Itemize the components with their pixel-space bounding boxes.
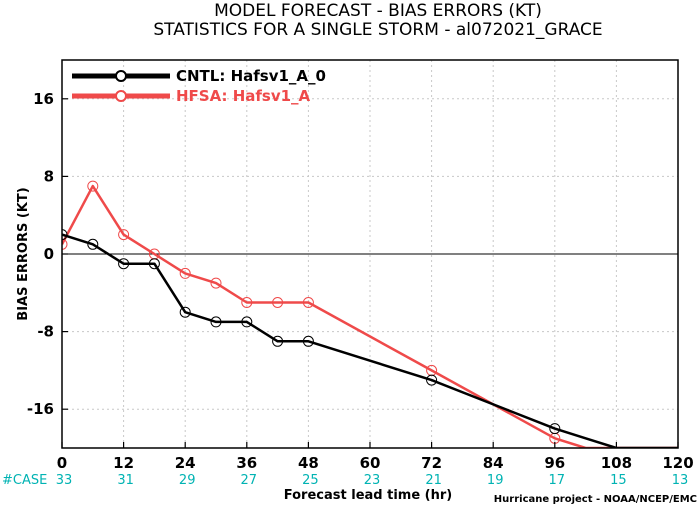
legend-label-0: CNTL: Hafsv1_A_0 [176, 67, 326, 85]
series-0-point-3 [148, 258, 160, 270]
case-counts: 33 31 29 27 25 23 21 19 17 15 13 [56, 473, 689, 488]
series-1-point-1 [87, 180, 99, 192]
x-tick-label-7: 84 [483, 454, 504, 472]
x-tick-label-8: 96 [544, 454, 565, 472]
series-line-1 [62, 184, 678, 448]
case-count-9: 15 [610, 473, 627, 488]
case-count-5: 23 [364, 473, 381, 488]
legend-marker-1 [115, 90, 127, 102]
x-tick-label-3: 36 [236, 454, 257, 472]
case-count-8: 17 [549, 473, 566, 488]
series-0-point-9 [426, 374, 438, 386]
series-0-point-8 [302, 335, 314, 347]
y-tick-label-3: -8 [37, 323, 54, 341]
case-count-4: 25 [302, 473, 319, 488]
x-tick-label-10: 120 [662, 454, 693, 472]
x-tick-label-0: 0 [57, 454, 67, 472]
chart-subtitle: STATISTICS FOR A SINGLE STORM - al072021… [153, 20, 602, 40]
x-ticks: 0 12 24 36 48 60 72 84 96 108 120 [57, 442, 694, 472]
series-1-point-4 [179, 267, 191, 279]
case-count-2: 29 [179, 473, 196, 488]
x-tick-label-6: 72 [421, 454, 442, 472]
x-axis-label: Forecast lead time (hr) [284, 488, 452, 503]
series-1-point-0 [62, 238, 68, 250]
series-0-point-5 [210, 316, 222, 328]
case-count-0: 33 [56, 473, 73, 488]
series-1-point-6 [241, 297, 253, 308]
y-ticks: 16 8 0 -8 -16 [27, 90, 68, 418]
case-label: #CASE [2, 473, 47, 488]
legend: CNTL: Hafsv1_A_0 HFSA: Hafsv1_A [72, 67, 326, 105]
credit-text: Hurricane project - NOAA/NCEP/EMC [494, 494, 697, 505]
series-0-point-1 [87, 238, 99, 250]
series-1-point-7 [272, 297, 284, 308]
series-1-point-8 [302, 297, 314, 308]
series-0-point-10 [549, 423, 561, 435]
legend-label-1: HFSA: Hafsv1_A [176, 87, 311, 105]
case-count-7: 19 [487, 473, 504, 488]
x-tick-label-1: 12 [113, 454, 134, 472]
x-tick-label-2: 24 [175, 454, 196, 472]
series-0-point-6 [241, 316, 253, 328]
y-tick-label-0: 16 [33, 90, 54, 108]
y-tick-label-1: 8 [44, 167, 54, 185]
y-tick-label-4: -16 [27, 400, 54, 418]
case-count-6: 21 [425, 473, 442, 488]
y-tick-label-2: 0 [44, 245, 54, 263]
series-0-point-2 [118, 258, 130, 270]
series-0-point-0 [62, 229, 68, 241]
x-tick-label-5: 60 [360, 454, 381, 472]
series-0-point-4 [179, 306, 191, 318]
chart-title: MODEL FORECAST - BIAS ERRORS (KT) [214, 1, 542, 21]
series-1-point-2 [118, 229, 130, 241]
case-count-1: 31 [117, 473, 134, 488]
series-0-point-7 [272, 335, 284, 347]
series-1-point-5 [210, 277, 222, 289]
case-count-10: 13 [672, 473, 689, 488]
y-axis-label: BIAS ERRORS (KT) [16, 187, 31, 320]
x-tick-label-9: 108 [601, 454, 632, 472]
legend-marker-0 [115, 70, 127, 82]
case-count-3: 27 [241, 473, 258, 488]
series-line-0 [62, 233, 678, 448]
series-layer [62, 180, 678, 448]
x-tick-label-4: 48 [298, 454, 319, 472]
